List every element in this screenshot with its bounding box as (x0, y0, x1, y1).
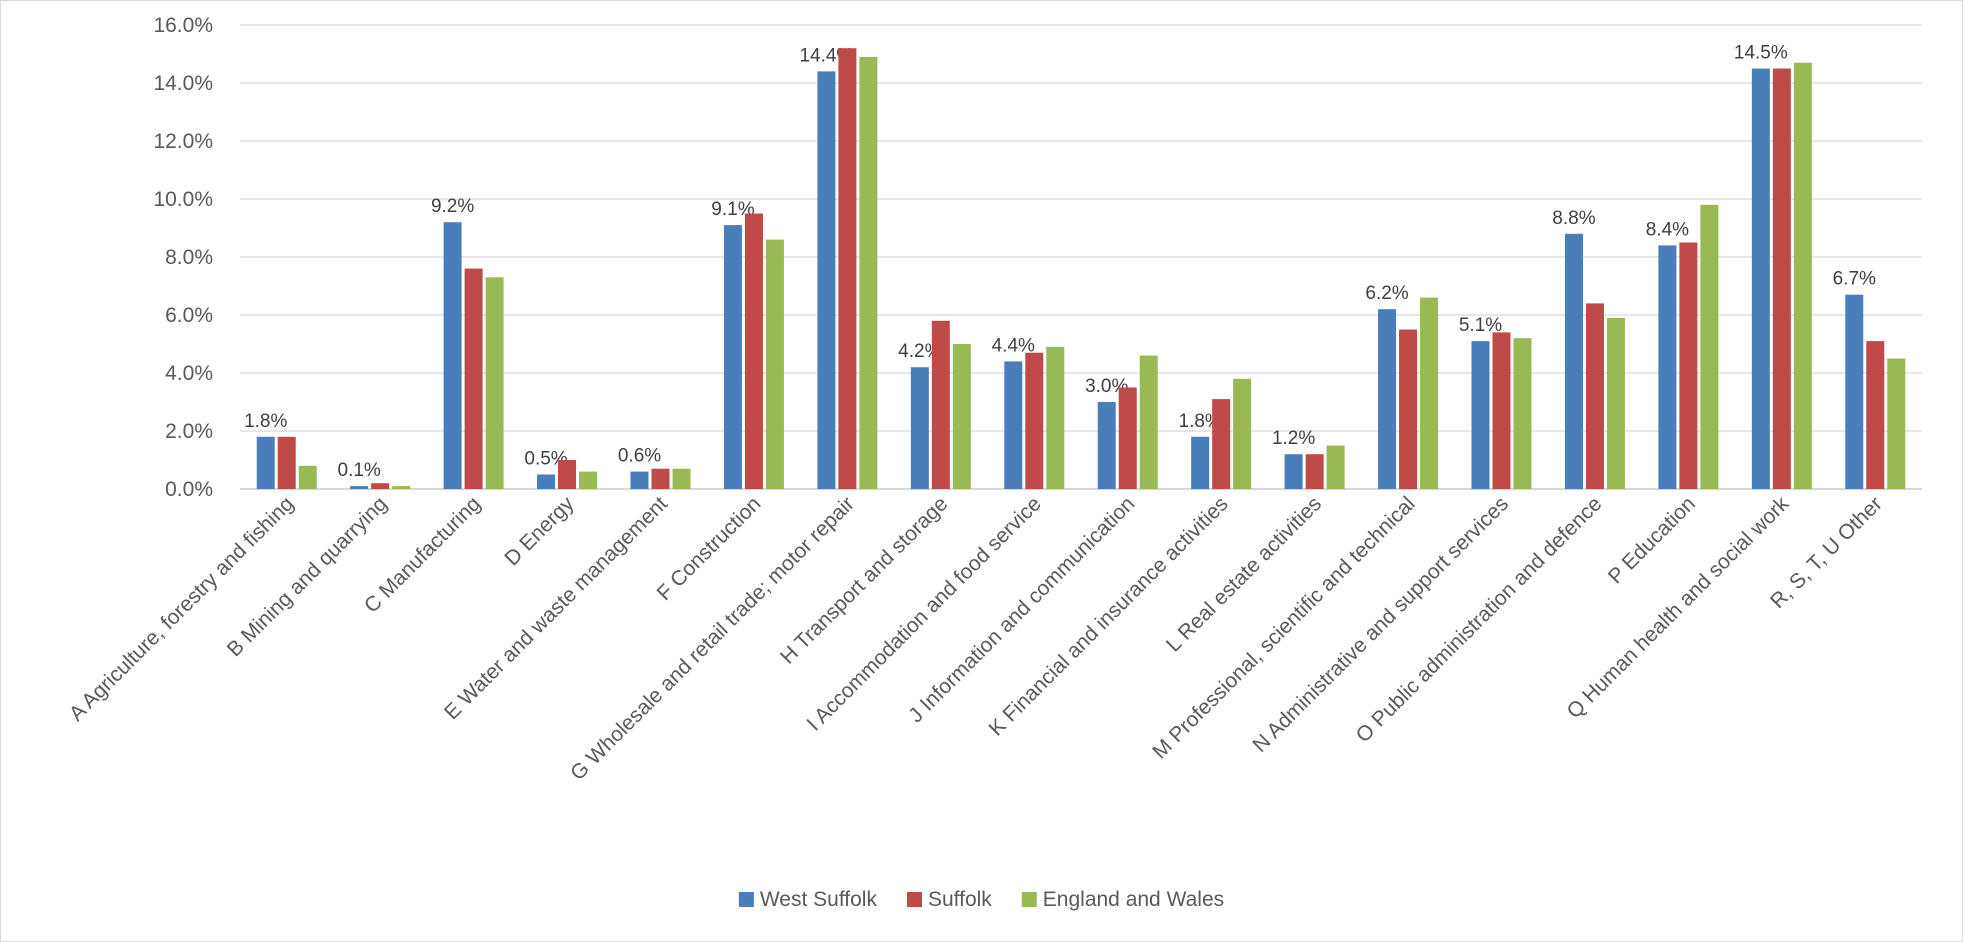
y-tick-label: 16.0% (153, 14, 213, 37)
bar (765, 239, 784, 489)
x-tick-label: B Mining and quarrying (223, 492, 392, 661)
y-tick-label: 6.0% (165, 304, 213, 327)
legend-swatch (738, 892, 754, 907)
bar (1326, 445, 1345, 489)
bar (1233, 378, 1252, 489)
bar (1751, 68, 1770, 489)
data-label: 0.6% (618, 446, 661, 467)
bar (1284, 454, 1303, 489)
bar (298, 465, 317, 489)
data-label: 0.5% (524, 449, 567, 470)
y-tick-label: 2.0% (165, 420, 213, 443)
bar (1513, 338, 1532, 489)
bar (558, 460, 577, 489)
legend-swatch (906, 892, 922, 907)
bar (910, 367, 929, 489)
bar (1772, 68, 1791, 489)
x-tick-label: L Real estate activities (1162, 492, 1326, 656)
bar (485, 277, 504, 489)
y-tick-label: 12.0% (153, 130, 213, 153)
bar (1025, 352, 1044, 489)
x-tick-label: P Education (1604, 492, 1700, 588)
bar (1700, 204, 1719, 490)
bar (1378, 309, 1397, 489)
bar (1887, 358, 1906, 489)
data-label: 8.4% (1646, 219, 1689, 240)
bar (1658, 245, 1677, 489)
bar (1585, 303, 1604, 489)
bar (1004, 361, 1023, 489)
bar (952, 344, 971, 489)
bar (630, 471, 649, 489)
bar (1305, 454, 1324, 489)
bar (651, 468, 670, 489)
bar (537, 474, 556, 489)
y-tick-label: 10.0% (153, 188, 213, 211)
data-label: 6.2% (1365, 283, 1408, 304)
data-label: 9.2% (431, 196, 474, 217)
bar (838, 48, 857, 489)
bar (1866, 341, 1885, 489)
bar (464, 268, 483, 489)
bar (1793, 62, 1812, 489)
bar (1212, 399, 1231, 489)
data-label: 1.2% (1272, 428, 1315, 449)
data-label: 9.1% (711, 199, 754, 220)
data-label: 0.1% (338, 460, 381, 481)
y-tick-label: 0.0% (165, 478, 213, 501)
bar (1420, 297, 1439, 489)
bar (1046, 346, 1065, 489)
bar (1118, 387, 1137, 489)
bar (723, 225, 742, 489)
data-label: 8.8% (1552, 208, 1595, 229)
y-tick-label: 8.0% (165, 246, 213, 269)
bar (443, 222, 462, 489)
data-label: 14.5% (1734, 43, 1788, 64)
bar (1471, 341, 1490, 489)
data-label: 3.0% (1085, 376, 1128, 397)
bar (672, 468, 691, 489)
y-tick-label: 14.0% (153, 72, 213, 95)
bar (1845, 294, 1864, 489)
x-tick-label: D Energy (500, 492, 579, 571)
bar (1139, 355, 1158, 489)
bar (744, 213, 763, 489)
data-label: 6.7% (1833, 269, 1876, 290)
bar (256, 436, 275, 489)
bar (931, 320, 950, 489)
y-tick-label: 4.0% (165, 362, 213, 385)
legend-label: Suffolk (928, 888, 992, 911)
bar (579, 471, 598, 489)
bar (392, 486, 411, 489)
bar (1564, 233, 1583, 489)
legend-label: West Suffolk (760, 888, 878, 911)
bar (1191, 436, 1210, 489)
bar (277, 436, 296, 489)
data-label: 1.8% (244, 411, 287, 432)
bar (1097, 402, 1116, 489)
bar (371, 483, 390, 489)
bar (1606, 317, 1625, 489)
data-label: 4.4% (992, 335, 1035, 356)
bar (350, 486, 369, 489)
data-label: 5.1% (1459, 315, 1502, 336)
data-label: 4.2% (898, 341, 941, 362)
bar (1679, 242, 1698, 489)
legend-swatch (1021, 892, 1037, 907)
data-label: 1.8% (1179, 411, 1222, 432)
bar (1492, 332, 1511, 489)
x-tick-label: H Transport and storage (776, 492, 952, 668)
bar (817, 71, 836, 490)
legend-label: England and Wales (1043, 888, 1224, 911)
bar (859, 56, 878, 490)
bar (1399, 329, 1418, 489)
